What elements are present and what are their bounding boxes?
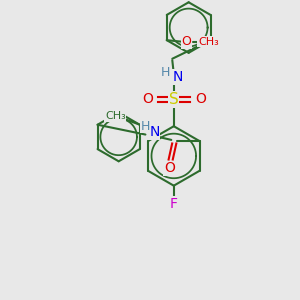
Text: S: S [169,92,179,107]
Text: CH₃: CH₃ [198,37,219,47]
Text: O: O [164,161,175,176]
Text: N: N [173,70,183,84]
Text: F: F [170,196,178,211]
Text: N: N [149,125,160,140]
Text: O: O [182,35,192,48]
Text: O: O [142,92,153,106]
Text: H: H [161,66,170,79]
Text: CH₃: CH₃ [105,111,126,122]
Text: H: H [141,120,150,133]
Text: O: O [195,92,206,106]
